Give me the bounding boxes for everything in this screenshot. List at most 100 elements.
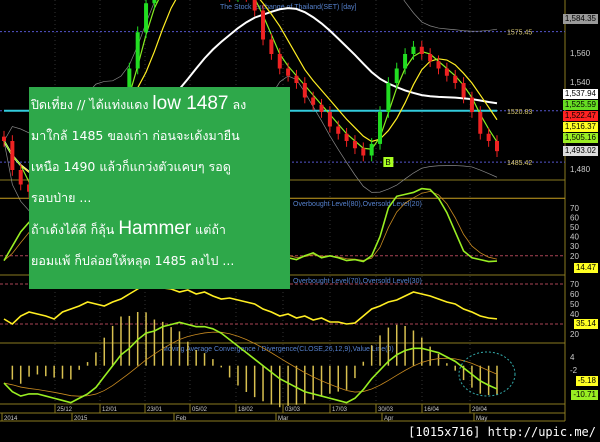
highlight-circle (458, 351, 516, 397)
candle-up (403, 54, 408, 69)
candle-down (327, 112, 332, 127)
candle-up (386, 83, 391, 112)
buy-signal-marker (383, 157, 394, 167)
watermark: [1015x716] http://upic.me/ (408, 425, 596, 439)
price-level-label: 1520.83 (507, 109, 532, 116)
candle-down (336, 126, 341, 134)
macd-value-tag: -10.71 (571, 390, 598, 400)
annotation-text: ปิดเที่ยง // ได้แท่งแดง (31, 97, 153, 112)
candle-down (352, 141, 357, 149)
price-level-label: 1485.42 (507, 160, 532, 167)
candle-down (428, 54, 433, 62)
annotation-line: ปิดเที่ยง // ได้แท่งแดง low 1487 ลง (31, 88, 288, 120)
x-tick-label: 16/04 (424, 407, 440, 413)
candle-down (18, 170, 23, 185)
macd-signal-line (3, 331, 498, 397)
stochastic-axis-tick: 50 (570, 223, 579, 232)
x-tick-label: 12/01 (102, 407, 118, 413)
candle-down (2, 136, 6, 141)
period-label: Mar (278, 416, 288, 422)
macd-value-tag: -5.18 (575, 376, 598, 386)
candle-up (152, 0, 157, 4)
candle-up (411, 46, 416, 54)
annotation-text: ยอมแพ้ ก็ปล่อยให้หลุด 1485 ลงไป ... (31, 253, 235, 268)
x-tick-label: 18/02 (238, 407, 254, 413)
candle-down (478, 112, 483, 134)
rsi-axis-tick: 70 (570, 280, 579, 289)
candle-down (486, 133, 491, 141)
candle-down (269, 39, 274, 54)
price-value-tag: 1,505.16 (562, 133, 598, 143)
stochastic-title: Overbought Level(80),Oversold Level(20) (293, 201, 422, 208)
stochastic-axis-tick: 40 (570, 233, 579, 242)
rsi-axis-tick: 60 (570, 290, 579, 299)
candle-down (436, 61, 441, 69)
price-value-tag: 1,522.47 (562, 111, 598, 121)
candle-down (361, 148, 366, 156)
annotation-line: รอบป่าย ... (31, 182, 288, 213)
rsi-axis-tick: 20 (570, 330, 579, 339)
stochastic-axis-tick: 60 (570, 213, 579, 222)
period-label: 2015 (74, 416, 88, 422)
candle-down (252, 0, 257, 11)
price-value-tag: 1,493.02 (562, 146, 598, 157)
period-label: Apr (384, 416, 393, 422)
annotation-line: ยอมแพ้ ก็ปล่อยให้หลุด 1485 ลงไป ... (31, 245, 288, 276)
x-tick-label: 29/04 (472, 407, 488, 413)
annotation-line: มาใกล้ 1485 ของเก่า ก่อนจะเด้งมายืน (31, 120, 288, 151)
candle-down (294, 75, 299, 83)
candle-down (453, 75, 458, 83)
candle-up (144, 3, 149, 33)
candle-up (135, 32, 140, 69)
candle-up (394, 68, 399, 83)
stochastic-axis-tick: 30 (570, 242, 579, 251)
annotation-text: ลง (228, 97, 247, 112)
price-value-tag: 1,525.59 (562, 100, 598, 110)
macd-axis-tick: -2 (570, 366, 578, 375)
period-label: Feb (176, 416, 187, 422)
candle-down (469, 97, 474, 112)
stochastic-axis-tick: 70 (570, 204, 579, 213)
annotation-line: ถ้าเด้งได้ดี ก็ลุ้น Hammer แต่ถ้า (31, 213, 288, 245)
rsi-value-tag: 35.14 (573, 319, 598, 329)
candle-down (419, 46, 424, 54)
price-level-label: 1575.45 (507, 30, 532, 37)
period-label: May (476, 416, 487, 422)
price-value-tag: 1,537.94 (562, 89, 598, 99)
rsi-axis-tick: 40 (570, 310, 579, 319)
annotation-text: Hammer (118, 218, 192, 239)
x-tick-label: 03/03 (285, 407, 301, 413)
candle-down (302, 83, 307, 98)
x-tick-label: 30/03 (378, 407, 394, 413)
candle-down (286, 68, 291, 76)
price-value-tag: 1,516.37 (562, 122, 598, 132)
annotation-text: แต่ถ้า (191, 222, 226, 237)
candle-up (369, 143, 374, 156)
macd-axis-tick: 4 (570, 353, 575, 362)
macd-title: Moving Average Convergence / Divergence(… (162, 346, 394, 353)
candle-down (311, 97, 316, 105)
annotation-text: มาใกล้ 1485 ของเก่า ก่อนจะเด้งมายืน (31, 128, 240, 143)
annotation-text: รอบป่าย ... (31, 190, 92, 205)
price-value-tag: 1,584.35 (562, 13, 598, 24)
candle-up (378, 112, 383, 144)
candle-down (344, 133, 349, 141)
x-tick-label: 05/02 (192, 407, 208, 413)
annotation-text: เหนือ 1490 แล้วก็แกว่งตัวแคบๆ รอดู (31, 159, 231, 174)
price-axis-tick: 1,480 (570, 165, 591, 174)
rsi-title: Overbought Level(70),Oversold Level(30) (293, 278, 422, 285)
period-label: 2014 (4, 416, 18, 422)
candle-down (261, 10, 266, 40)
stochastic-value-tag: 14.47 (573, 263, 598, 273)
candle-down (461, 83, 466, 98)
annotation-line: เหนือ 1490 แล้วก็แกว่งตัวแคบๆ รอดู (31, 151, 288, 182)
rsi-line (3, 283, 498, 325)
candle-down (444, 68, 449, 76)
rsi-axis-tick: 50 (570, 300, 579, 309)
annotation-text: low 1487 (152, 93, 229, 114)
annotation-box: ปิดเที่ยง // ได้แท่งแดง low 1487 ลงมาใกล… (29, 87, 290, 289)
price-axis-tick: 1,540 (570, 78, 591, 87)
buy-signal-label: B (385, 158, 390, 167)
x-tick-label: 23/01 (147, 407, 163, 413)
